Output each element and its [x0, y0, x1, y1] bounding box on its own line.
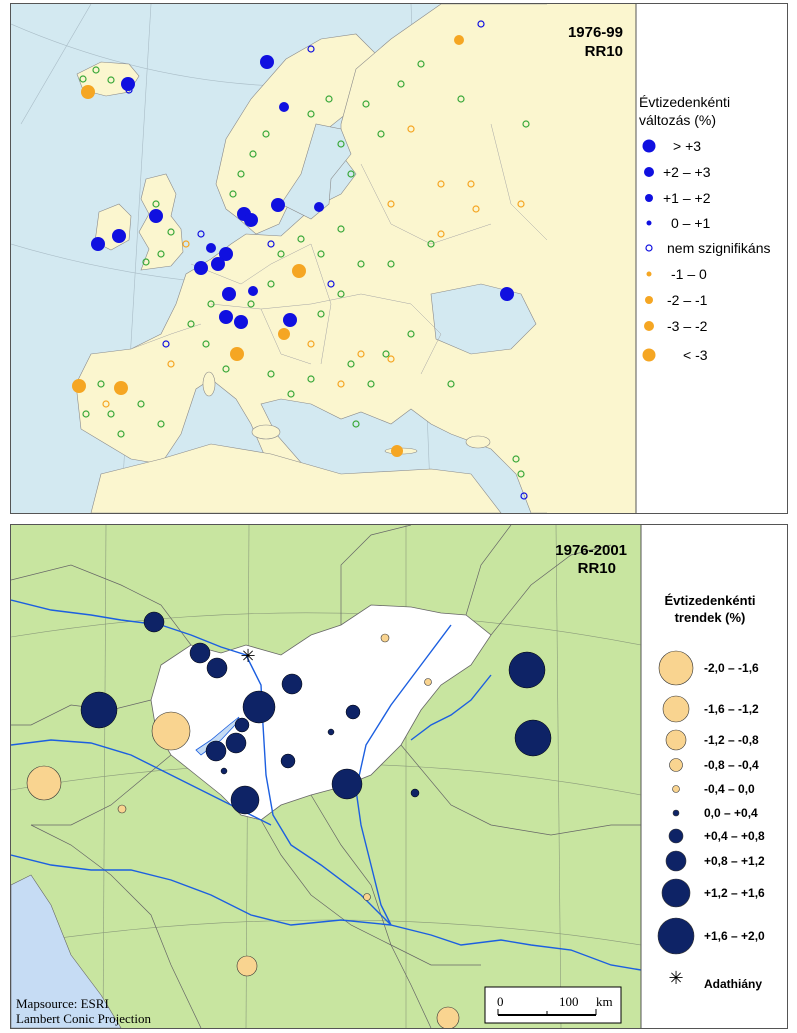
map2-legend-title-1: Évtizedenkénti	[664, 593, 755, 608]
map1-legend-symbols	[642, 139, 656, 362]
map2-title-index: RR10	[578, 560, 616, 577]
legend-missing-label: Adathiány	[704, 977, 762, 991]
map-projection: Lambert Conic Projection	[16, 1011, 152, 1026]
great-britain	[138, 173, 184, 271]
north-africa	[90, 443, 502, 513]
legend-symbol-2-3	[644, 167, 654, 177]
legend-label: -1 – 0	[671, 266, 707, 282]
legend-symbol-1-2	[645, 194, 653, 202]
scale-bar: 0 100 km	[484, 986, 622, 1024]
map1-legend-title-2: változás (%)	[639, 112, 716, 128]
black-sea	[430, 283, 537, 355]
legend-label: nem szignifikáns	[667, 240, 771, 256]
legend-symbol-neg-0-1	[646, 271, 652, 277]
legend-symbol	[669, 758, 683, 772]
legend-missing-icon: ✳	[668, 968, 683, 989]
legend-symbol-ns	[645, 244, 653, 252]
map1-title-index: RR10	[585, 43, 623, 60]
legend-symbol-lt-neg3	[642, 348, 656, 362]
legend-label: -3 – -2	[667, 318, 708, 334]
scale-unit: km	[596, 994, 613, 1009]
country-borders	[130, 123, 552, 375]
stations-orange-filled	[72, 35, 464, 457]
legend-label: 0 – +1	[671, 215, 711, 231]
legend-label: -1,6 – -1,2	[704, 702, 759, 716]
legend-symbol-0-1	[646, 220, 652, 226]
legend-label: +0,8 – +1,2	[704, 854, 765, 868]
map2-legend-title-2: trendek (%)	[675, 610, 746, 625]
stations-positive	[80, 611, 552, 815]
legend-label: -2 – -1	[667, 292, 708, 308]
legend-label: > +3	[673, 138, 701, 154]
sicily	[251, 424, 281, 440]
legend-symbol	[672, 809, 680, 817]
map2-legend-symbols	[657, 650, 695, 955]
legend-label: +2 – +3	[663, 164, 711, 180]
legend-symbol-neg-1-2	[645, 296, 653, 304]
legend-label: +1,2 – +1,6	[704, 886, 765, 900]
legend-label: < -3	[683, 347, 708, 363]
stations-negative	[26, 633, 460, 1028]
legend-symbol	[665, 850, 687, 872]
legend-symbol-neg-2-3	[644, 321, 654, 331]
hungary-map-panel: ✳ 1976-2001 RR10 Évtizedenkénti trendek …	[10, 524, 788, 1029]
legend-panel	[636, 4, 787, 513]
legend-symbol-gt3	[642, 139, 656, 153]
legend-symbol	[662, 695, 690, 723]
map1-title-period: 1976-99	[568, 24, 623, 41]
map-source: Mapsource: ESRI	[16, 996, 109, 1011]
hungary-map: ✳ 1976-2001 RR10 Évtizedenkénti trendek …	[11, 525, 787, 1028]
legend-label: -1,2 – -0,8	[704, 733, 759, 747]
legend-label: -0,8 – -0,4	[704, 758, 759, 772]
legend-label: +1 – +2	[663, 190, 711, 206]
legend-label: -0,4 – 0,0	[704, 782, 755, 796]
legend-label: +1,6 – +2,0	[704, 929, 765, 943]
cyprus	[465, 435, 491, 449]
missing-data-marker-icon: ✳	[240, 646, 255, 667]
scale-zero: 0	[497, 994, 504, 1009]
map1-legend-title-1: Évtizedenkénti	[639, 94, 730, 110]
legend-symbol	[668, 828, 684, 844]
scale-mid: 100	[559, 994, 579, 1009]
map2-title-period: 1976-2001	[555, 542, 627, 559]
stations-orange-hollow	[102, 125, 560, 408]
legend-symbol	[665, 729, 687, 751]
legend-label: +0,4 – +0,8	[704, 829, 765, 843]
europe-map: 1976-99 RR10 Évtizedenkénti változás (%)…	[11, 4, 787, 513]
legend-symbol	[657, 917, 695, 955]
stations-blue-filled	[91, 55, 514, 329]
map2-legend-labels: -2,0 – -1,6 -1,6 – -1,2 -1,2 – -0,8 -0,8…	[704, 661, 765, 991]
legend-label: -2,0 – -1,6	[704, 661, 759, 675]
baltic-sea	[280, 123, 352, 220]
legend-label: 0,0 – +0,4	[704, 806, 758, 820]
hungary	[150, 604, 492, 821]
scale-box	[484, 986, 622, 1024]
stations-not-significant-blue	[125, 20, 528, 500]
map1-legend-labels: > +3 +2 – +3 +1 – +2 0 – +1 nem szignifi…	[663, 138, 771, 363]
europe-map-panel: 1976-99 RR10 Évtizedenkénti változás (%)…	[10, 3, 788, 514]
adriatic-sea	[11, 874, 122, 1028]
legend-symbol	[672, 785, 680, 793]
corsica-sardinia	[202, 371, 216, 397]
country-borders	[11, 525, 641, 1028]
legend-symbol	[661, 878, 691, 908]
legend-symbol	[658, 650, 694, 686]
